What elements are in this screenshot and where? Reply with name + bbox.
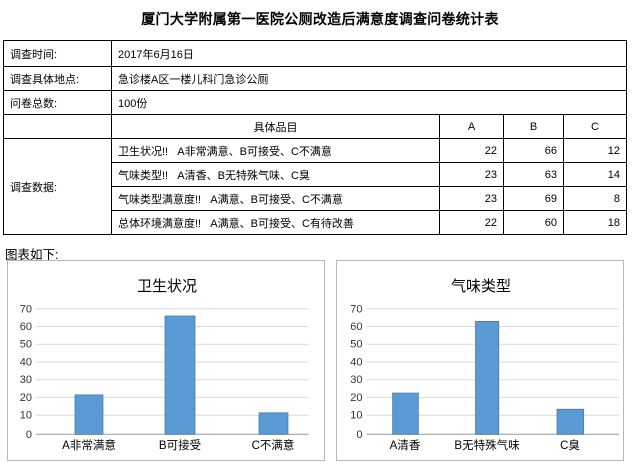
svg-text:10: 10	[20, 410, 32, 422]
svg-text:50: 50	[20, 339, 32, 351]
svg-text:50: 50	[350, 339, 362, 351]
svg-text:40: 40	[20, 357, 32, 369]
svg-text:70: 70	[20, 303, 32, 315]
svg-text:A清香: A清香	[390, 439, 421, 452]
svg-text:气味类型: 气味类型	[451, 278, 511, 295]
svg-text:20: 20	[350, 392, 362, 404]
svg-text:0: 0	[356, 429, 362, 441]
svg-text:C不满意: C不满意	[252, 438, 295, 452]
svg-text:B无特殊气味: B无特殊气味	[454, 438, 520, 452]
svg-text:70: 70	[350, 303, 362, 315]
svg-text:0: 0	[26, 429, 32, 441]
svg-text:C臭: C臭	[560, 438, 580, 452]
svg-text:60: 60	[20, 321, 32, 333]
svg-text:30: 30	[350, 374, 362, 386]
svg-text:10: 10	[350, 410, 362, 422]
svg-text:30: 30	[20, 374, 32, 386]
svg-text:卫生状况: 卫生状况	[137, 278, 197, 295]
svg-text:A非常满意: A非常满意	[62, 438, 116, 452]
svg-text:B可接受: B可接受	[159, 439, 201, 452]
svg-text:20: 20	[20, 392, 32, 404]
svg-text:40: 40	[350, 357, 362, 369]
svg-text:60: 60	[350, 321, 362, 333]
